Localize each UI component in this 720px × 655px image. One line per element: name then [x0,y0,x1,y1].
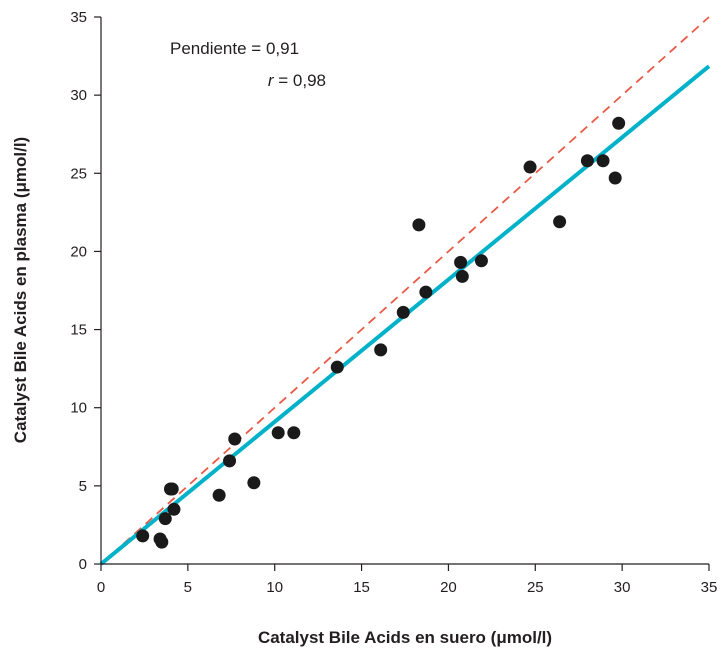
data-point-25 [596,154,610,168]
identity-line [100,16,710,565]
data-point-11 [247,476,261,490]
data-point-26 [608,171,622,185]
data-point-22 [523,160,537,174]
data-point-20 [455,269,469,283]
r-value: 0,98 [293,71,326,90]
data-point-18 [419,285,433,299]
data-point-19 [454,255,468,269]
slope-value: 0,91 [266,39,299,58]
data-point-7 [167,502,181,516]
data-point-10 [228,432,242,446]
data-point-3 [155,535,169,549]
reference-lines [99,16,711,566]
ticks: 0 5 10 15 20 25 30 35 0 5 10 15 20 25 30 35 [70,9,717,596]
y-tick-label-20: 20 [70,243,87,260]
data-point-6 [165,482,179,496]
r-annotation: r = 0,98 [268,71,326,90]
x-tick-label-30: 30 [614,579,631,596]
r-label: r [268,71,275,90]
data-point-4 [158,512,172,526]
y-tick-label-25: 25 [70,165,87,182]
axes [100,17,709,565]
y-tick-label-15: 15 [70,322,87,339]
slope-annotation: Pendiente = 0,91 [170,39,299,58]
r-equals: = [274,71,293,90]
data-point-15 [374,343,388,357]
y-tick-label-30: 30 [70,87,87,104]
data-point-21 [474,254,488,268]
x-tick-label-20: 20 [440,579,457,596]
x-tick-label-5: 5 [184,579,192,596]
x-tick-label-25: 25 [527,579,544,596]
x-tick-label-35: 35 [701,579,718,596]
data-point-16 [396,305,410,319]
data-point-1 [136,529,150,543]
y-tick-label-0: 0 [79,556,87,573]
x-tick-label-0: 0 [97,579,105,596]
y-tick-label-10: 10 [70,400,87,417]
slope-equals: = [247,39,266,58]
data-point-24 [580,154,594,168]
data-points [136,116,626,549]
y-axis-title: Catalyst Bile Acids en plasma (μmol/l) [11,137,30,443]
y-tick-label-5: 5 [79,478,87,495]
data-point-17 [412,218,426,232]
data-point-12 [271,426,285,440]
data-point-13 [287,426,301,440]
stats-annotation: Pendiente = 0,91 r = 0,98 [170,39,326,90]
x-axis-title: Catalyst Bile Acids en suero (μmol/l) [258,628,552,647]
y-tick-label-35: 35 [70,9,87,26]
data-point-23 [553,215,567,229]
x-tick-label-10: 10 [266,579,283,596]
x-tick-label-15: 15 [353,579,370,596]
data-point-14 [330,360,344,374]
slope-label: Pendiente [170,39,247,58]
data-point-9 [223,454,237,468]
data-point-8 [212,488,226,502]
data-point-27 [612,116,626,130]
